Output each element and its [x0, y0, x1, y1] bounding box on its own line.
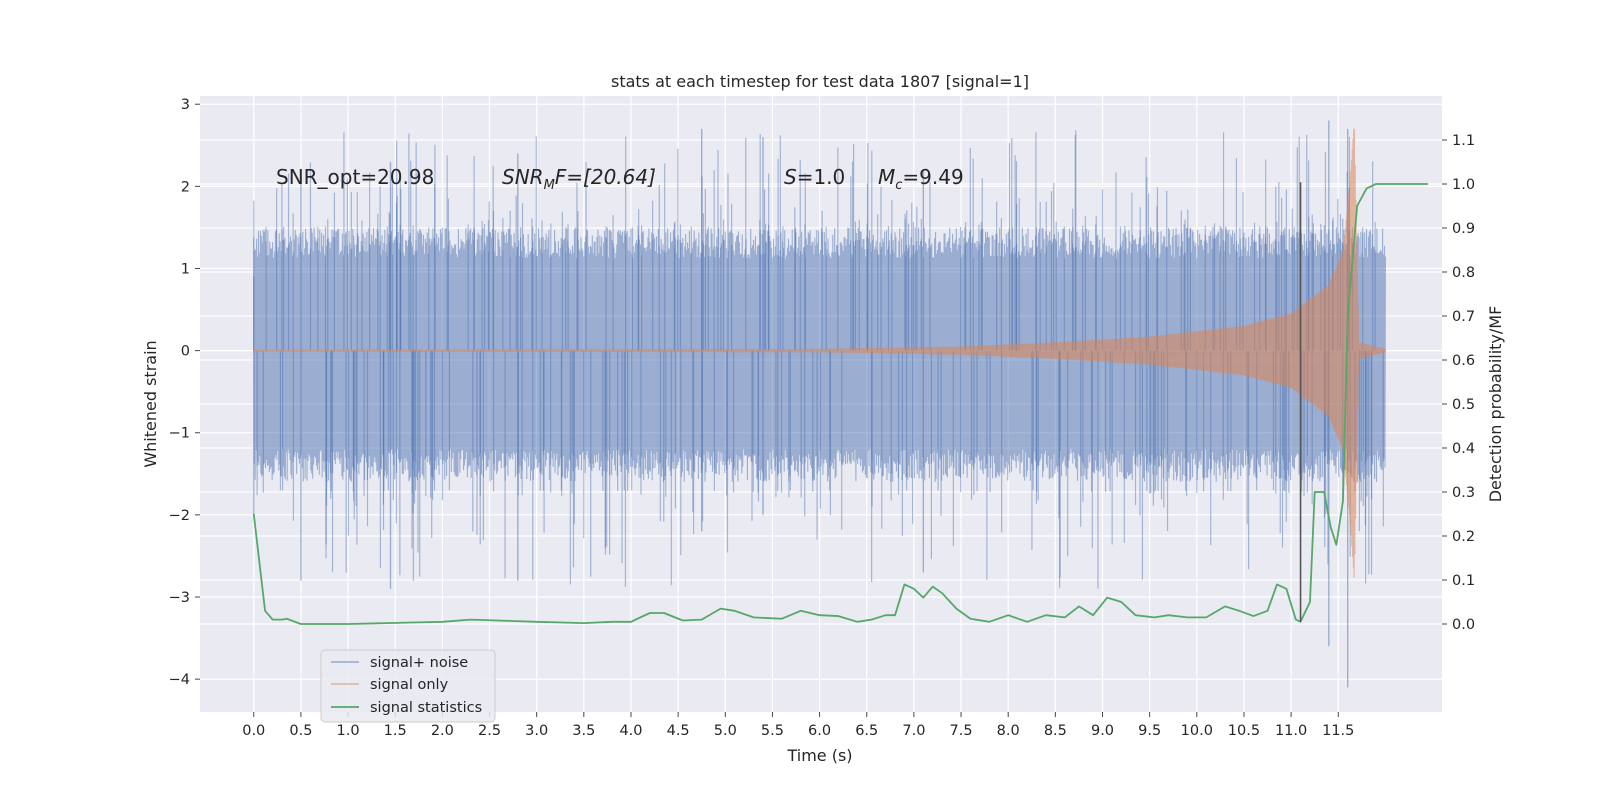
- x-tick-label: 4.5: [667, 723, 690, 739]
- x-tick-label: 11.0: [1275, 723, 1307, 739]
- signal-statistics-line: [252, 183, 1428, 625]
- x-tick-label: 2.0: [431, 723, 454, 739]
- x-tick-label: 3.5: [572, 723, 595, 739]
- y-right-tick-label: 0.6: [1452, 353, 1475, 369]
- x-tick-label: 4.0: [619, 723, 642, 739]
- x-tick-label: 3.0: [525, 723, 548, 739]
- s-annotation: S=1.0: [784, 165, 845, 189]
- x-tick-label: 5.0: [714, 723, 737, 739]
- x-tick-label: 1.5: [384, 723, 407, 739]
- x-tick-label: 9.0: [1091, 723, 1114, 739]
- x-tick-label: 6.5: [855, 723, 878, 739]
- signal-noise-series: [253, 120, 1386, 688]
- x-axis-label: Time (s): [786, 746, 852, 765]
- x-tick-label: 0.5: [289, 723, 312, 739]
- chart-title: stats at each timestep for test data 180…: [611, 72, 1029, 91]
- y-right-tick-label: 1.1: [1452, 133, 1475, 149]
- y-right-tick-label: 0.0: [1452, 617, 1475, 633]
- x-tick-label: 7.0: [902, 723, 925, 739]
- y-right-tick-label: 0.3: [1452, 485, 1475, 501]
- y-left-tick-label: −1: [169, 426, 190, 442]
- y-right-tick-label: 1.0: [1452, 177, 1475, 193]
- legend-label-signal-statistics: signal statistics: [370, 700, 482, 716]
- x-tick-label: 10.0: [1181, 723, 1213, 739]
- mc-label: M: [878, 165, 895, 189]
- x-tick-label: 1.0: [337, 723, 360, 739]
- y-axis-label-right: Detection probability/MF: [1486, 306, 1505, 503]
- s-label: S: [784, 165, 797, 189]
- mc-subscript: c: [895, 178, 902, 193]
- ticks: 0.0 0.5 1.0 1.5 2.0 2.5 3.0 3.5 4.0 4.5 5.0 5.5 6.0 6…: [169, 97, 1475, 739]
- y-left-tick-label: 3: [181, 97, 190, 113]
- x-tick-label: 6.0: [808, 723, 831, 739]
- legend-label-signal-only: signal only: [370, 677, 449, 693]
- y-left-tick-label: −3: [169, 590, 190, 606]
- signal-only-line: [253, 128, 1386, 578]
- snr-mf-subscript: M: [544, 178, 555, 193]
- y-left-tick-label: 0: [181, 344, 190, 360]
- legend-box: [320, 649, 496, 723]
- legend-label-signal-noise: signal+ noise: [370, 655, 468, 671]
- x-tick-label: 5.5: [761, 723, 784, 739]
- x-tick-label: 11.5: [1322, 723, 1354, 739]
- y-right-tick-label: 0.8: [1452, 265, 1475, 281]
- x-tick-label: 9.5: [1138, 723, 1161, 739]
- y-right-tick-label: 0.9: [1452, 221, 1475, 237]
- legend: signal+ noise signal only signal statist…: [320, 649, 496, 723]
- s-value: =1.0: [797, 165, 846, 189]
- snr-mf-label: SNR: [502, 165, 544, 189]
- y-right-tick-label: 0.5: [1452, 397, 1475, 413]
- x-tick-label: 10.5: [1228, 723, 1260, 739]
- signal-only-series: [253, 128, 1386, 578]
- x-tick-label: 7.5: [950, 723, 973, 739]
- mc-annotation: Mc=9.49: [878, 165, 964, 193]
- x-tick-label: 0.0: [242, 723, 265, 739]
- snr-mf-annotation: SNRMF=[20.64]: [502, 165, 656, 193]
- y-left-tick-label: 2: [181, 179, 190, 195]
- snr-mf-value: F=[20.64]: [555, 165, 656, 189]
- y-right-tick-label: 0.7: [1452, 309, 1475, 325]
- x-tick-label: 8.0: [997, 723, 1020, 739]
- x-tick-label: 2.5: [478, 723, 501, 739]
- y-right-tick-label: 0.2: [1452, 529, 1475, 545]
- x-tick-label: 8.5: [1044, 723, 1067, 739]
- mc-value: =9.49: [902, 165, 963, 189]
- signal-statistics-series: [252, 183, 1428, 625]
- y-axis-label-left: Whitened strain: [141, 340, 160, 467]
- y-left-tick-label: −2: [169, 508, 190, 524]
- y-right-tick-label: 0.4: [1452, 441, 1475, 457]
- snr-opt-annotation: SNR_opt=20.98: [276, 165, 434, 189]
- y-right-tick-label: 0.1: [1452, 573, 1475, 589]
- y-left-tick-label: −4: [169, 672, 190, 688]
- signal-noise-line: [253, 227, 1386, 483]
- y-left-tick-label: 1: [181, 261, 190, 277]
